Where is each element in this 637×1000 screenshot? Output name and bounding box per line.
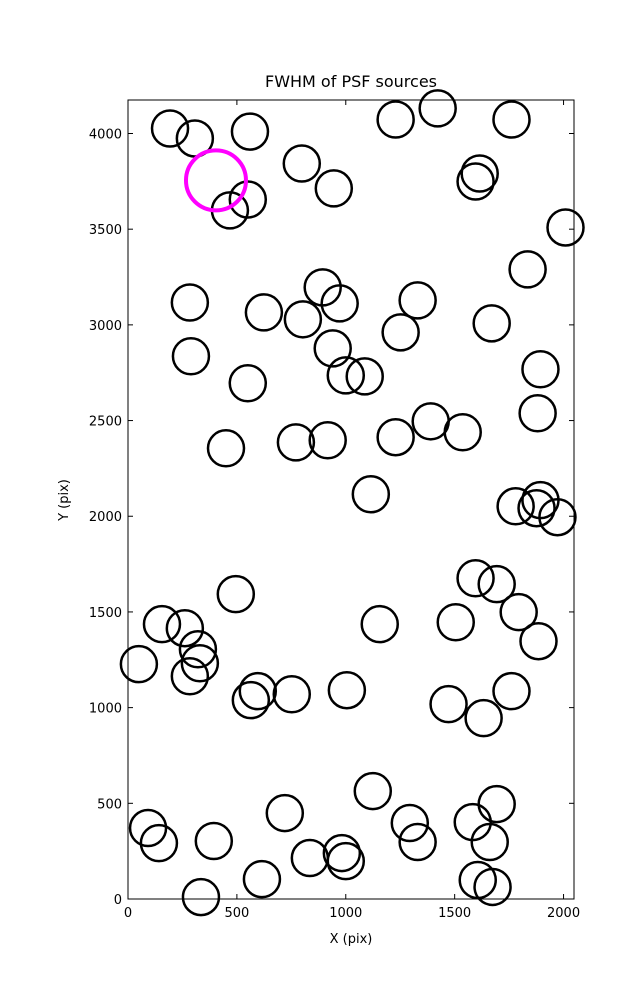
source-circle — [473, 867, 512, 907]
source-circle — [398, 822, 437, 862]
plot-frame — [127, 99, 575, 900]
x-tick-label: 2000 — [547, 906, 580, 921]
source-circle — [345, 357, 384, 396]
source-circle — [470, 822, 509, 862]
x-tick-label: 1000 — [329, 906, 362, 921]
source-circle — [477, 784, 516, 824]
source-circle — [180, 643, 220, 683]
source-circle — [326, 356, 366, 395]
chart-title: FWHM of PSF sources — [265, 72, 437, 91]
source-circle — [458, 860, 497, 900]
source-circle — [472, 304, 511, 343]
source-circle — [429, 684, 468, 724]
source-circle — [181, 877, 221, 917]
source-circle — [496, 487, 535, 526]
source-circle — [238, 671, 278, 711]
source-circle — [376, 417, 415, 457]
source-circle — [170, 283, 210, 322]
y-tick-label: 3500 — [89, 223, 122, 238]
source-circle — [411, 402, 450, 441]
y-axis-label: Y (pix) — [57, 479, 72, 522]
source-circle — [508, 250, 547, 289]
source-circle — [314, 169, 354, 208]
source-circle — [142, 604, 182, 644]
source-circle — [170, 656, 210, 696]
source-circle — [283, 300, 323, 339]
y-tick-label: 3000 — [89, 319, 122, 334]
source-circle — [242, 859, 282, 899]
source-circle — [443, 412, 482, 452]
source-circle — [477, 564, 516, 604]
source-circle — [206, 429, 246, 468]
source-circle — [216, 574, 256, 614]
source-circle — [353, 771, 393, 811]
source-circle — [521, 350, 560, 389]
y-tick-label: 1000 — [89, 702, 122, 717]
source-circle — [265, 793, 305, 833]
source-circle — [139, 823, 179, 863]
source-circle — [519, 621, 558, 661]
source-circle — [119, 644, 159, 684]
source-circle — [518, 394, 557, 433]
source-circle — [231, 680, 271, 720]
source-circle — [360, 604, 399, 644]
source-circle — [290, 838, 330, 878]
source-circle — [128, 808, 168, 848]
source-circle — [183, 148, 248, 213]
source-circle — [228, 363, 268, 403]
source-circle — [492, 671, 531, 711]
source-circle — [538, 497, 577, 537]
x-tick-label: 500 — [224, 906, 249, 921]
source-circle — [322, 833, 362, 873]
x-axis-label: X (pix) — [330, 932, 373, 947]
y-tick-label: 500 — [97, 797, 122, 812]
source-circle — [381, 313, 420, 352]
source-circle — [282, 144, 322, 183]
y-tick-label: 0 — [114, 893, 122, 908]
source-circle — [320, 284, 359, 323]
source-circle — [150, 109, 190, 148]
source-circle — [390, 803, 430, 843]
source-circle — [436, 603, 475, 642]
source-circle — [418, 89, 457, 128]
source-circle — [398, 281, 437, 320]
source-circle — [313, 329, 352, 368]
y-tick-label: 2500 — [89, 415, 122, 430]
source-circle — [546, 208, 585, 247]
source-circle — [460, 154, 499, 193]
y-tick-label: 2000 — [89, 510, 122, 525]
source-circle — [165, 608, 205, 648]
source-circle — [327, 670, 367, 710]
source-circle — [171, 337, 211, 376]
source-circle — [276, 423, 316, 462]
source-circle — [326, 841, 366, 881]
source-circle — [244, 293, 284, 332]
source-circle — [499, 592, 538, 632]
source-circle — [517, 488, 556, 528]
y-tick-label: 1500 — [89, 606, 122, 621]
source-circle — [456, 559, 495, 598]
source-circle — [230, 112, 270, 151]
y-tick-label: 4000 — [89, 127, 122, 142]
source-circle — [456, 162, 495, 201]
source-circle — [194, 821, 234, 861]
source-circle — [308, 421, 347, 460]
x-tick-label: 1500 — [438, 906, 471, 921]
source-circle — [178, 630, 218, 669]
source-circle — [272, 674, 312, 714]
source-circle — [351, 474, 391, 514]
source-circle — [492, 100, 531, 139]
x-tick-label: 0 — [124, 906, 132, 921]
source-circle — [464, 698, 503, 738]
source-circle — [376, 100, 415, 139]
